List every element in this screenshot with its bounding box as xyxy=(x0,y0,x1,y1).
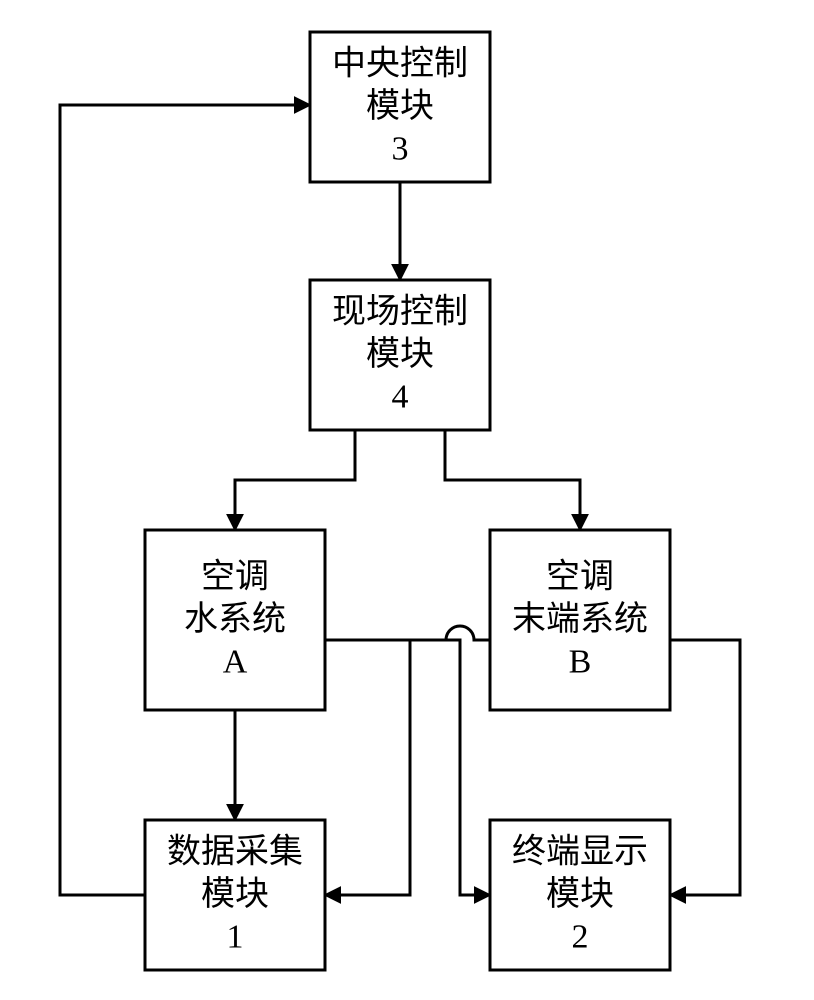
edge-nB-n1 xyxy=(325,626,490,895)
node-label: 模块 xyxy=(366,335,434,373)
node-label: 模块 xyxy=(546,875,614,913)
flowchart: 中央控制模块3现场控制模块4空调水系统A空调末端系统B数据采集模块1终端显示模块… xyxy=(0,0,814,1000)
node-nB: 空调末端系统 B xyxy=(490,530,670,710)
edge-n1-n3 xyxy=(60,105,310,895)
edge-nA-n2 xyxy=(325,640,490,895)
node-id: A xyxy=(223,643,248,680)
node-label: 模块 xyxy=(366,87,434,125)
node-label: 数据采集 xyxy=(167,832,303,870)
edge-nB-n2 xyxy=(670,640,740,895)
node-id: 3 xyxy=(392,130,409,167)
node-label: 终端显示 xyxy=(512,832,648,870)
node-n4: 现场控制模块 4 xyxy=(310,280,490,430)
node-n2: 终端显示模块 2 xyxy=(490,820,670,970)
edges xyxy=(60,105,740,895)
edge-n4-nA xyxy=(235,430,355,530)
node-id: B xyxy=(569,643,592,680)
node-label: 现场控制 xyxy=(332,292,468,330)
node-nA: 空调水系统 A xyxy=(145,530,325,710)
node-label: 空调 xyxy=(546,557,614,595)
node-id: 2 xyxy=(572,918,589,955)
node-label: 中央控制 xyxy=(332,44,468,82)
node-n3: 中央控制模块 3 xyxy=(310,32,490,182)
edge-n4-nB xyxy=(445,430,580,530)
node-n1: 数据采集模块 1 xyxy=(145,820,325,970)
nodes: 中央控制模块3现场控制模块4空调水系统A空调末端系统B数据采集模块1终端显示模块… xyxy=(145,32,670,970)
node-id: 4 xyxy=(392,378,409,415)
node-label: 模块 xyxy=(201,875,269,913)
node-label: 末端系统 xyxy=(512,600,648,638)
node-id: 1 xyxy=(227,918,244,955)
node-label: 空调 xyxy=(201,557,269,595)
node-label: 水系统 xyxy=(184,600,286,638)
